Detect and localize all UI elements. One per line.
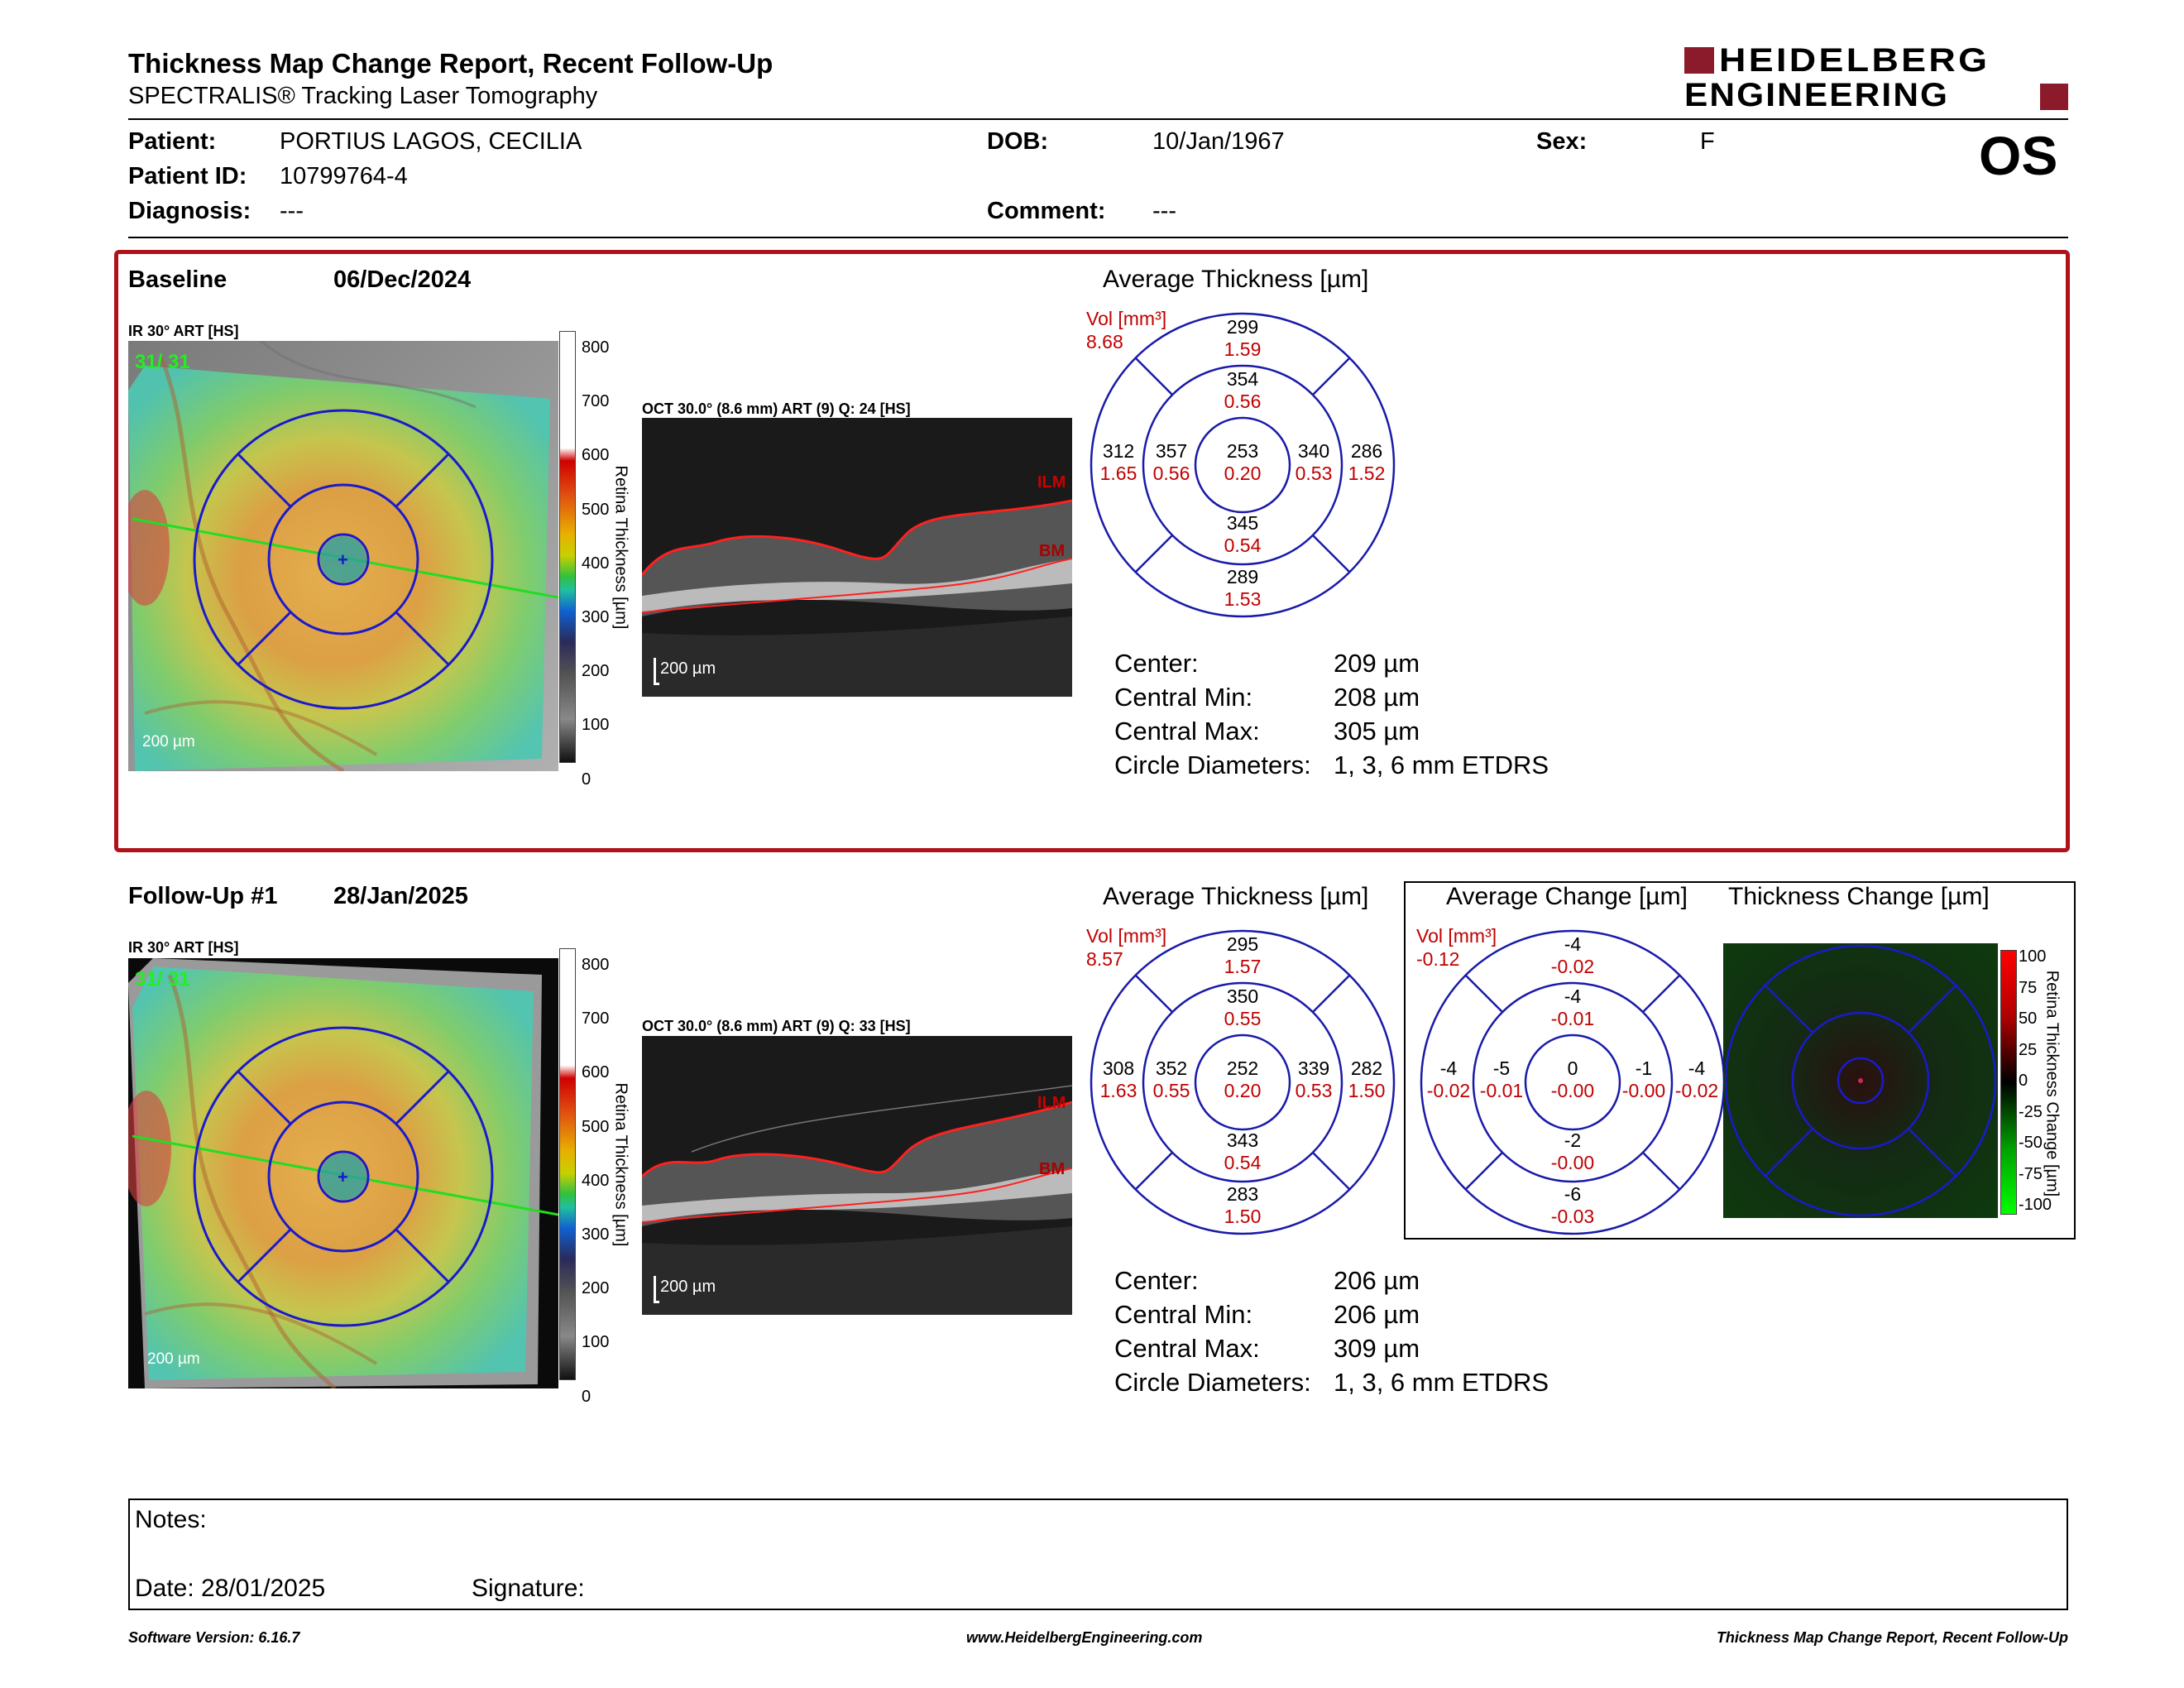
baseline-colorbar-title: Retina Thickness [µm] xyxy=(611,465,630,630)
followup-vol-total: 8.57 xyxy=(1086,948,1123,970)
notes-signature-label: Signature: xyxy=(472,1575,585,1602)
change-panel xyxy=(1404,881,2076,1240)
baseline-colorbar xyxy=(559,331,576,763)
followup-colorbar xyxy=(559,948,576,1380)
dob-label: DOB: xyxy=(987,128,1049,155)
baseline-label: Baseline xyxy=(128,266,228,293)
report-title: Thickness Map Change Report, Recent Foll… xyxy=(128,48,774,79)
baseline-date: 06/Dec/2024 xyxy=(333,266,472,293)
followup-fundus-thickness-map: + xyxy=(122,958,559,1390)
baseline-ir-overlay: 31/ 31 xyxy=(135,351,190,373)
change-etdrs-values: -4 -0.02 -4 -0.01 0 -0.00 -2 -0.00 -6 -0.03 -… xyxy=(1426,933,1719,1227)
followup-oct-scan xyxy=(640,1036,1073,1315)
patient-name-label: Patient: xyxy=(128,128,217,155)
heidelberg-logo: HEIDELBERG ENGINEERING xyxy=(1684,42,2068,115)
baseline-ilm-label: ILM xyxy=(1037,473,1066,492)
change-vol-label: Vol [mm³] xyxy=(1416,925,1497,947)
followup-vol-label: Vol [mm³] xyxy=(1086,925,1167,947)
sex-label: Sex: xyxy=(1536,128,1588,155)
patient-name: PORTIUS LAGOS, CECILIA xyxy=(280,128,582,155)
footer-website: www.HeidelbergEngineering.com xyxy=(966,1629,1203,1646)
change-colorbar xyxy=(2000,950,2017,1215)
footer-software-version: Software Version: 6.16.7 xyxy=(128,1629,300,1646)
sex-value: F xyxy=(1700,128,1715,155)
followup-oct-scale: 200 µm xyxy=(660,1278,716,1296)
followup-date: 28/Jan/2025 xyxy=(333,883,468,909)
baseline-oct-title: OCT 30.0° (8.6 mm) ART (9) Q: 24 [HS] xyxy=(642,400,911,417)
baseline-oct-scale: 200 µm xyxy=(660,659,716,678)
comment-label: Comment: xyxy=(987,198,1106,224)
baseline-bm-label: BM xyxy=(1039,542,1066,560)
change-colorbar-title: Retina Thickness Change [µm] xyxy=(2043,970,2062,1197)
svg-text:+: + xyxy=(338,1167,348,1187)
followup-oct-title: OCT 30.0° (8.6 mm) ART (9) Q: 33 [HS] xyxy=(642,1018,911,1034)
baseline-etdrs-values: 299 1.59 354 0.56 253 0.20 345 0.54 289 1.53 … xyxy=(1099,316,1386,610)
baseline-vol-label: Vol [mm³] xyxy=(1086,308,1167,329)
followup-metrics: Center: 206 µm Central Min: 206 µm Central… xyxy=(1114,1266,1549,1397)
eye-indicator: OS xyxy=(1979,125,2058,186)
followup-etdrs-grid xyxy=(1090,929,1396,1235)
baseline-colorbar-ticks: 800 700 600 500 400 300 200 100 0 xyxy=(582,338,610,789)
followup-bm-label: BM xyxy=(1039,1160,1066,1178)
notes-box[interactable] xyxy=(128,1499,2068,1610)
footer-report-name: Thickness Map Change Report, Recent Foll… xyxy=(1716,1629,2068,1646)
followup-colorbar-ticks: 800 700 600 500 400 300 200 100 0 xyxy=(582,956,610,1406)
change-title: Average Change [µm] xyxy=(1446,883,1688,910)
change-vol-total: -0.12 xyxy=(1416,948,1460,970)
thickness-change-title: Thickness Change [µm] xyxy=(1728,883,1990,910)
notes-label: Notes: xyxy=(135,1506,207,1533)
followup-ir-title: IR 30° ART [HS] xyxy=(128,939,239,956)
followup-ir-overlay: 31/ 31 xyxy=(135,968,190,990)
followup-scale-text: 200 µm xyxy=(147,1350,200,1368)
patient-id-label: Patient ID: xyxy=(128,163,247,189)
baseline-etdrs-title: Average Thickness [µm] xyxy=(1103,266,1369,293)
followup-label: Follow-Up #1 xyxy=(128,883,278,909)
baseline-vol-total: 8.68 xyxy=(1086,331,1123,352)
baseline-ir-title: IR 30° ART [HS] xyxy=(128,323,239,339)
baseline-oct-scan xyxy=(640,418,1073,697)
baseline-oct-scalebar xyxy=(654,658,659,685)
svg-text:+: + xyxy=(338,549,348,570)
followup-colorbar-title: Retina Thickness [µm] xyxy=(611,1082,630,1247)
change-colorbar-ticks: 100 75 50 25 0 -25 -50 -75 -100 xyxy=(2019,947,2052,1214)
notes-date: Date: 28/01/2025 xyxy=(135,1575,326,1602)
thickness-change-map xyxy=(1723,943,1998,1218)
baseline-metrics: Center: 209 µm Central Min: 208 µm Central… xyxy=(1114,649,1549,779)
followup-oct-scalebar xyxy=(654,1276,659,1303)
baseline-fundus-thickness-map: + xyxy=(120,339,559,774)
patient-id: 10799764-4 xyxy=(280,163,408,189)
followup-etdrs-title: Average Thickness [µm] xyxy=(1103,883,1369,910)
diagnosis-value: --- xyxy=(280,198,304,224)
report-subtitle: SPECTRALIS® Tracking Laser Tomography xyxy=(128,83,598,109)
dob-value: 10/Jan/1967 xyxy=(1152,128,1285,155)
baseline-etdrs-grid xyxy=(1090,312,1396,618)
followup-ilm-label: ILM xyxy=(1037,1094,1066,1112)
diagnosis-label: Diagnosis: xyxy=(128,198,251,224)
baseline-frame xyxy=(114,250,2070,852)
baseline-scale-text: 200 µm xyxy=(142,733,195,750)
followup-etdrs-values: 295 1.57 350 0.55 252 0.20 343 0.54 283 1.50 … xyxy=(1099,933,1386,1227)
comment-value: --- xyxy=(1152,198,1176,224)
